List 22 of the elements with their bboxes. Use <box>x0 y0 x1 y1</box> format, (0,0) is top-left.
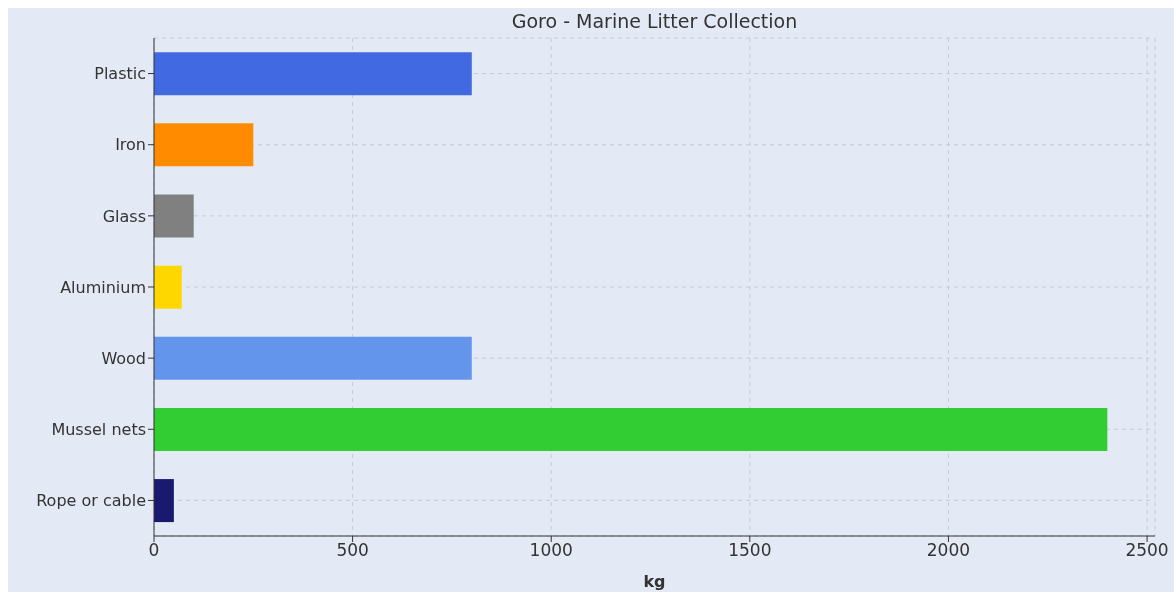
y-tick-label: Iron <box>115 135 146 155</box>
x-tick-label: 500 <box>336 540 369 561</box>
x-tick-label: 2500 <box>1125 540 1169 561</box>
y-tick-label: Rope or cable <box>36 491 146 511</box>
y-tick-label: Plastic <box>94 64 146 84</box>
y-tick-label: Mussel nets <box>51 419 146 439</box>
bar <box>154 336 472 380</box>
y-tick-label: Glass <box>102 206 146 226</box>
y-tick-label: Wood <box>101 348 146 368</box>
x-tick-label: 0 <box>148 540 160 561</box>
chart-title: Goro - Marine Litter Collection <box>510 10 799 32</box>
bar <box>154 407 1108 451</box>
x-tick-label: 1500 <box>728 540 772 561</box>
bar <box>154 265 182 309</box>
x-axis-title: kg <box>642 572 667 591</box>
x-tick-label: 1000 <box>529 540 573 561</box>
x-tick-label: 2000 <box>926 540 971 561</box>
bar <box>154 194 194 238</box>
bar <box>154 52 472 96</box>
bar <box>154 123 254 167</box>
bar <box>154 479 174 523</box>
y-tick-label: Aluminium <box>60 277 146 297</box>
